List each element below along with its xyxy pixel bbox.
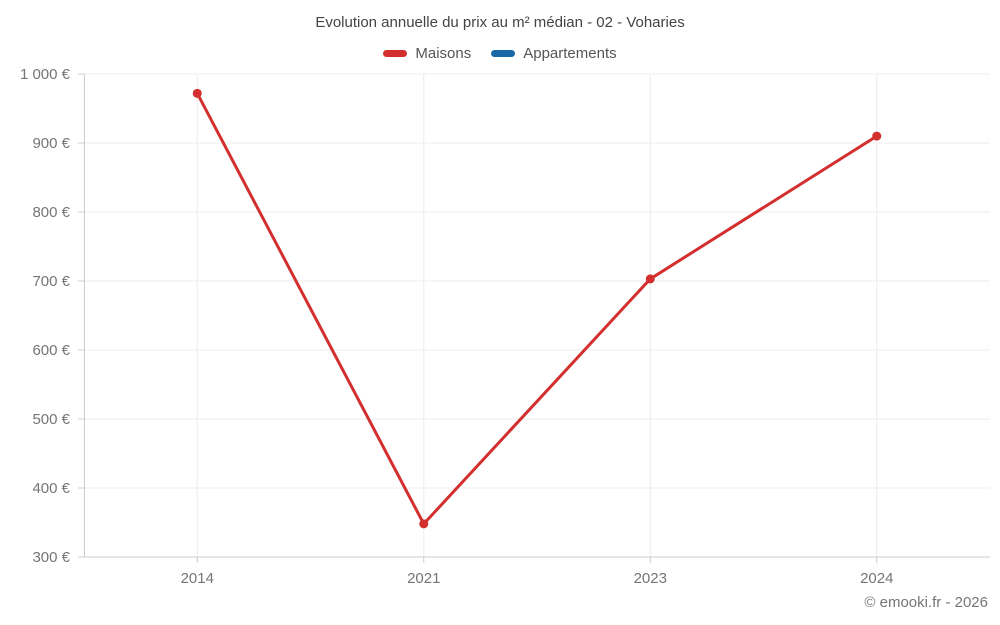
legend-swatch-maisons	[383, 50, 408, 57]
legend-item-appartements[interactable]: Appartements	[491, 45, 617, 62]
y-axis-label: 400 €	[32, 480, 70, 497]
data-point-maisons-2024[interactable]	[872, 131, 882, 141]
y-axis-label: 500 €	[32, 411, 70, 428]
y-axis-label: 900 €	[32, 135, 70, 152]
series-line-maisons	[195, 92, 878, 526]
legend-item-maisons[interactable]: Maisons	[383, 45, 471, 62]
data-point-maisons-2021[interactable]	[419, 519, 429, 529]
y-axis-label: 300 €	[32, 549, 70, 566]
chart-svg	[78, 73, 990, 563]
legend-swatch-appartements	[491, 50, 516, 57]
data-point-maisons-2023[interactable]	[645, 274, 655, 284]
y-axis-label: 800 €	[32, 204, 70, 221]
legend-label: Maisons	[415, 45, 472, 62]
chart-plot-area	[78, 73, 990, 563]
y-axis-label: 700 €	[32, 273, 70, 290]
x-axis-label: 2024	[860, 570, 894, 587]
chart-title: Evolution annuelle du prix au m² médian …	[315, 14, 685, 31]
y-axis-label: 1 000 €	[19, 66, 70, 83]
y-axis-label: 600 €	[32, 342, 70, 359]
x-axis-label: 2014	[180, 570, 214, 587]
legend-label: Appartements	[523, 45, 617, 62]
copyright: © emooki.fr - 2026	[864, 594, 988, 611]
x-axis-label: 2021	[407, 570, 441, 587]
chart-legend: Maisons Appartements	[0, 45, 1000, 62]
x-axis-label: 2023	[633, 570, 667, 587]
data-point-maisons-2014[interactable]	[192, 88, 202, 98]
